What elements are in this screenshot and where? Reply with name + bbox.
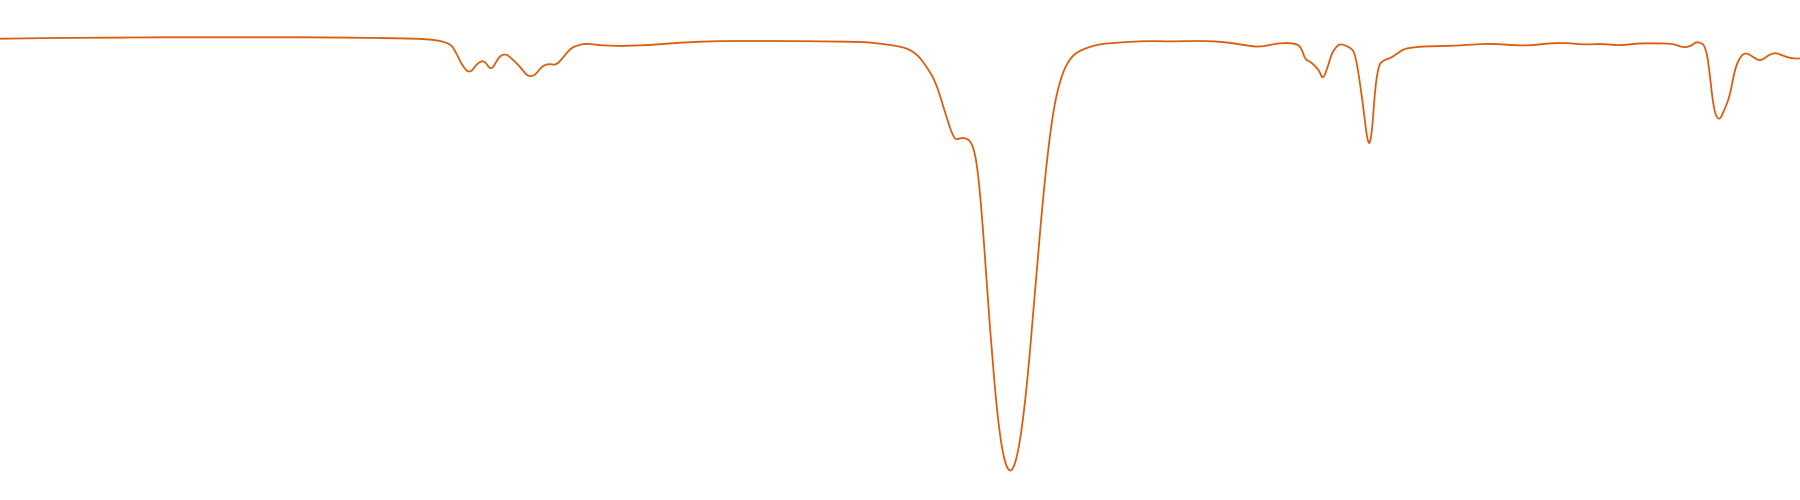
- series-line-0: [0, 36, 1800, 472]
- series-layer: [0, 36, 1800, 472]
